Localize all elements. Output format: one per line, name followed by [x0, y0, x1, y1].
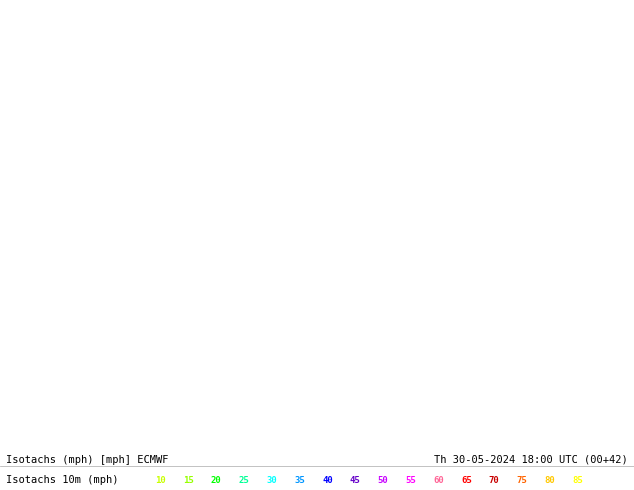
Text: Isotachs 10m (mph): Isotachs 10m (mph): [6, 475, 119, 485]
Text: 20: 20: [211, 476, 222, 485]
Text: 75: 75: [517, 476, 527, 485]
Text: Th 30-05-2024 18:00 UTC (00+42): Th 30-05-2024 18:00 UTC (00+42): [434, 455, 628, 465]
Text: 90: 90: [600, 476, 611, 485]
Text: 70: 70: [489, 476, 500, 485]
Text: 35: 35: [294, 476, 305, 485]
Text: 25: 25: [238, 476, 249, 485]
Text: 60: 60: [433, 476, 444, 485]
Text: 85: 85: [572, 476, 583, 485]
Text: 30: 30: [266, 476, 277, 485]
Text: 50: 50: [378, 476, 389, 485]
Text: 40: 40: [322, 476, 333, 485]
Text: 80: 80: [545, 476, 555, 485]
Text: 55: 55: [405, 476, 416, 485]
Text: 10: 10: [155, 476, 166, 485]
Text: 15: 15: [183, 476, 194, 485]
Text: 45: 45: [350, 476, 361, 485]
Text: Isotachs (mph) [mph] ECMWF: Isotachs (mph) [mph] ECMWF: [6, 455, 169, 465]
Text: 65: 65: [461, 476, 472, 485]
